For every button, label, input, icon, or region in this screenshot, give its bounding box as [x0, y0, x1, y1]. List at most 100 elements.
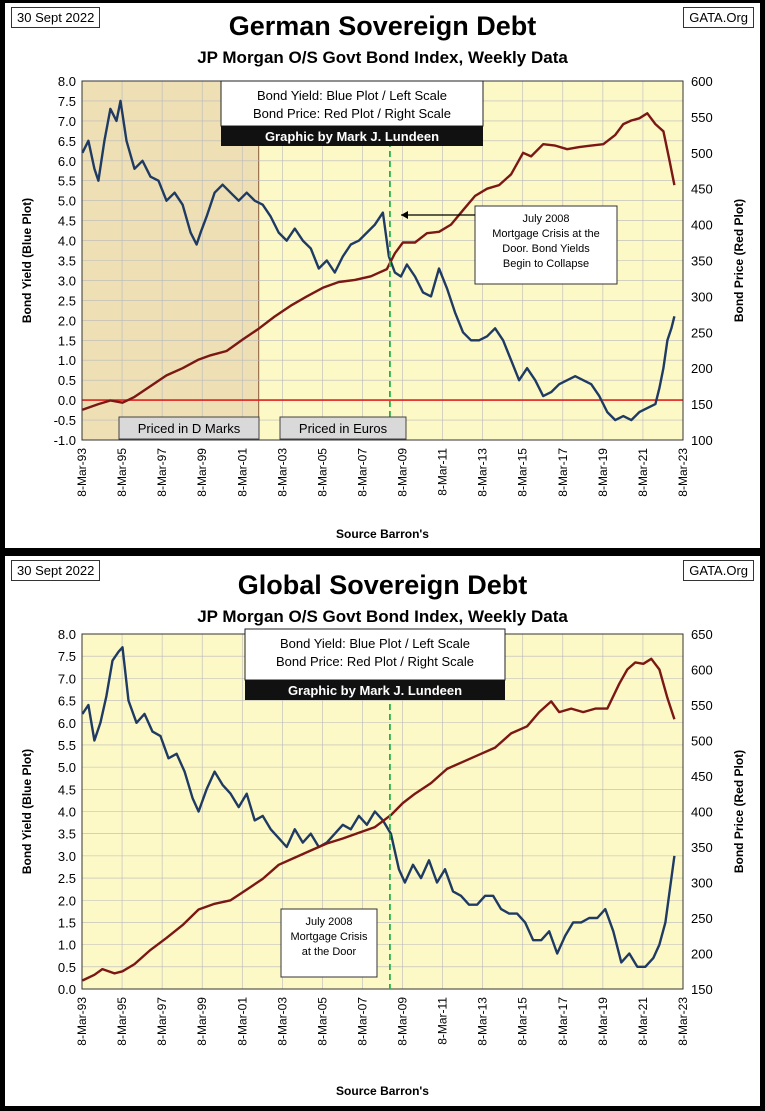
- right-tick-label: 200: [691, 947, 713, 962]
- right-tick-label: 150: [691, 397, 713, 412]
- left-tick-label: 1.0: [58, 938, 76, 953]
- left-tick-label: 1.5: [58, 915, 76, 930]
- x-tick-label: 8-Mar-15: [516, 448, 530, 497]
- left-tick-label: -0.5: [54, 413, 76, 428]
- x-axis-label: Source Barron's: [336, 527, 429, 541]
- credit-bar: [245, 680, 505, 700]
- x-tick-label: 8-Mar-19: [596, 448, 610, 497]
- legend-entry: Bond Price: Red Plot / Right Scale: [253, 106, 451, 121]
- x-tick-label: 8-Mar-11: [436, 448, 450, 496]
- global-chart-svg: 8.0 7.5 7.0 6.5 6.0 5.5 5.0 4.5 4.0 3.5 3.0 2.5 2.0 1…: [20, 627, 746, 1098]
- left-tick-label: 4.5: [58, 782, 76, 797]
- x-tick-label: 8-Mar-11: [436, 997, 450, 1045]
- x-tick-label: 8-Mar-05: [315, 997, 329, 1046]
- annotation-box: [474, 205, 618, 285]
- left-tick-label: 4.0: [58, 805, 76, 820]
- credit-text: Graphic by Mark J. Lundeen: [288, 683, 462, 698]
- left-tick-label: 6.0: [58, 716, 76, 731]
- left-axis-label: Bond Yield (Blue Plot): [20, 749, 34, 874]
- x-tick-label: 8-Mar-93: [75, 448, 89, 497]
- right-tick-label: 550: [691, 110, 713, 125]
- left-tick-label: 6.5: [58, 694, 76, 709]
- legend-entry: Bond Yield: Blue Plot / Left Scale: [257, 88, 447, 103]
- right-tick-label: 350: [691, 254, 713, 269]
- right-tick-label: 400: [691, 218, 713, 233]
- left-tick-label: 3.5: [58, 827, 76, 842]
- x-tick-label: 8-Mar-01: [235, 448, 249, 497]
- left-tick-label: 0.0: [58, 982, 76, 997]
- left-tick-label: 0.5: [58, 960, 76, 975]
- right-tick-label: 200: [691, 361, 713, 376]
- x-tick-label: 8-Mar-13: [476, 997, 490, 1046]
- left-tick-label: 5.0: [58, 760, 76, 775]
- left-tick-label: 3.0: [58, 849, 76, 864]
- right-tick-label: 300: [691, 876, 713, 891]
- legend-entry: Bond Price: Red Plot / Right Scale: [276, 654, 474, 669]
- chart-title: German Sovereign Debt: [228, 11, 537, 41]
- right-tick-label: 250: [691, 911, 713, 926]
- left-tick-label: 0.0: [58, 393, 76, 408]
- legend-entry: Bond Yield: Blue Plot / Left Scale: [280, 636, 470, 651]
- annotation-text: Mortgage Crisis at the: [492, 228, 600, 240]
- left-tick-label: -1.0: [54, 433, 76, 448]
- x-tick-label: 8-Mar-15: [516, 997, 530, 1046]
- x-tick-label: 8-Mar-07: [355, 448, 369, 497]
- left-tick-label: 0.5: [58, 373, 76, 388]
- legend-box: [244, 628, 506, 681]
- region-label: Priced in Euros: [299, 421, 388, 436]
- x-tick-label: 8-Mar-23: [676, 448, 690, 497]
- left-tick-label: 7.5: [58, 94, 76, 109]
- x-tick-label: 8-Mar-95: [115, 997, 129, 1046]
- right-tick-label: 450: [691, 769, 713, 784]
- x-tick-label: 8-Mar-23: [676, 997, 690, 1046]
- x-tick-label: 8-Mar-07: [355, 997, 369, 1046]
- right-tick-label: 350: [691, 840, 713, 855]
- right-tick-label: 650: [691, 627, 713, 642]
- right-tick-label: 500: [691, 734, 713, 749]
- credit-bar: [221, 126, 483, 146]
- left-tick-label: 6.5: [58, 134, 76, 149]
- x-tick-label: 8-Mar-03: [275, 997, 289, 1046]
- left-tick-label: 8.0: [58, 74, 76, 89]
- right-axis-label: Bond Price (Red Plot): [732, 199, 746, 322]
- annotation-text: July 2008: [305, 916, 352, 928]
- left-tick-label: 2.0: [58, 313, 76, 328]
- right-tick-label: 500: [691, 146, 713, 161]
- x-tick-label: 8-Mar-97: [155, 997, 169, 1046]
- bond-price-line: [81, 657, 676, 982]
- right-tick-label: 450: [691, 182, 713, 197]
- bond-yield-line: [81, 99, 676, 422]
- date-tag: 30 Sept 2022: [11, 560, 101, 581]
- left-tick-label: 1.0: [58, 353, 76, 368]
- german-chart-panel: 30 Sept 2022 GATA.Org German Sovereign D…: [5, 3, 760, 548]
- left-tick-label: 8.0: [58, 627, 76, 642]
- left-tick-label: 1.5: [58, 333, 76, 348]
- left-axis-label: Bond Yield (Blue Plot): [20, 198, 34, 323]
- bond-price-line: [81, 112, 676, 411]
- right-tick-label: 600: [691, 663, 713, 678]
- annotation-text: at the Door: [302, 946, 357, 958]
- annotation-text: Begin to Collapse: [503, 258, 589, 270]
- x-tick-label: 8-Mar-05: [315, 448, 329, 497]
- chart-subtitle: JP Morgan O/S Govt Bond Index, Weekly Da…: [197, 607, 568, 626]
- right-tick-label: 550: [691, 698, 713, 713]
- annotation-text: Door. Bond Yields: [502, 243, 590, 255]
- source-tag: GATA.Org: [683, 560, 754, 581]
- x-tick-label: 8-Mar-17: [556, 997, 570, 1046]
- chart-title: Global Sovereign Debt: [237, 570, 528, 600]
- right-tick-label: 100: [691, 433, 713, 448]
- x-tick-label: 8-Mar-01: [235, 997, 249, 1046]
- left-tick-label: 7.5: [58, 649, 76, 664]
- region-label: Priced in D Marks: [138, 421, 241, 436]
- left-tick-label: 2.5: [58, 293, 76, 308]
- annotation-arrowhead: [401, 211, 408, 219]
- x-tick-label: 8-Mar-17: [556, 448, 570, 497]
- x-tick-label: 8-Mar-99: [195, 448, 209, 497]
- x-tick-label: 8-Mar-97: [155, 448, 169, 497]
- right-tick-label: 600: [691, 74, 713, 89]
- annotation-text: Mortgage Crisis: [290, 931, 368, 943]
- bond-yield-line: [81, 646, 676, 968]
- x-tick-label: 8-Mar-21: [636, 448, 650, 497]
- x-tick-label: 8-Mar-09: [396, 448, 410, 497]
- right-tick-label: 400: [691, 805, 713, 820]
